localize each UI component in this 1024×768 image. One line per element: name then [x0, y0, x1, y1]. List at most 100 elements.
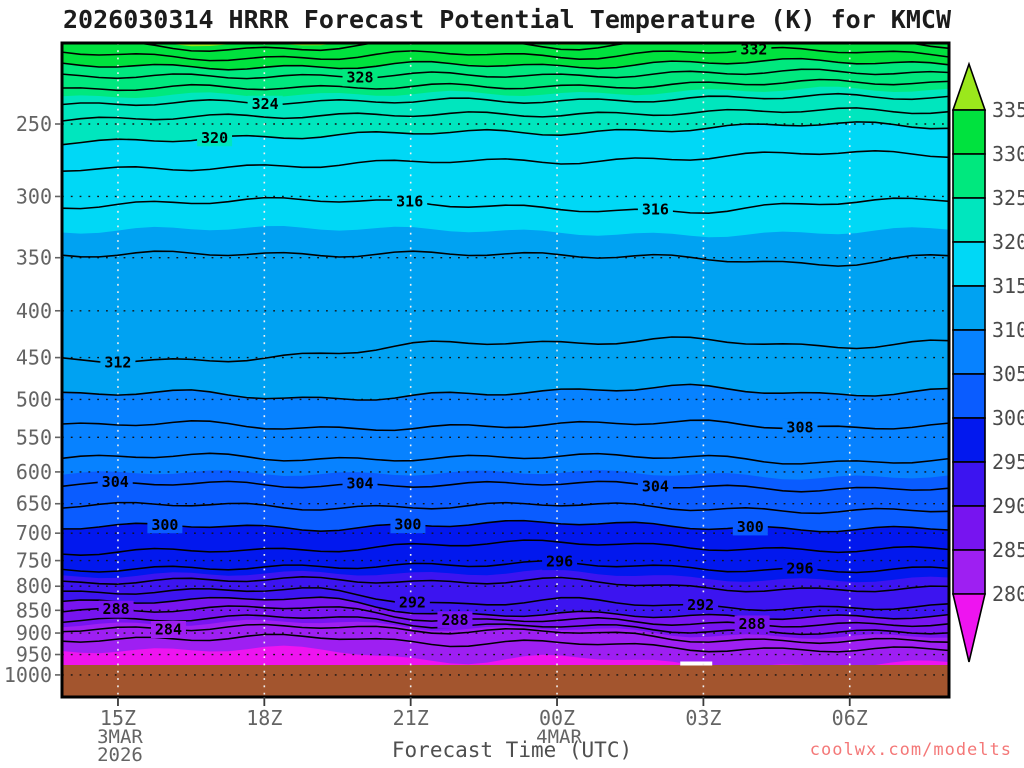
colorbar-cell-290-295: [952, 461, 986, 507]
contour-label-328: 328: [346, 69, 373, 87]
contour-label-296: 296: [786, 560, 813, 578]
y-tick-label-250: 250: [16, 112, 52, 136]
contour-line-304: [62, 480, 949, 493]
y-tick-label-450: 450: [16, 346, 52, 370]
plot-border: [60, 41, 951, 699]
contour-line-284: [62, 623, 949, 645]
contour-label-bg-288: [734, 615, 770, 633]
contour-label-292: 292: [687, 596, 714, 614]
y-tick-label-850: 850: [16, 598, 52, 622]
chart-title: 2026030314 HRRR Forecast Potential Tempe…: [62, 5, 952, 34]
contour-label-bg-304: [637, 477, 673, 495]
contour-line-326: [62, 78, 949, 92]
contour-label-bg-300: [147, 516, 183, 534]
y-tick-label-350: 350: [16, 246, 52, 270]
x-date-label-2026: 2026: [97, 744, 143, 766]
contour-line-332: [62, 46, 949, 62]
contour-line-286: [62, 614, 949, 636]
contour-label-316: 316: [396, 192, 423, 210]
contour-label-bg-312: [100, 353, 136, 371]
contour-line-314: [62, 250, 949, 267]
contour-label-bg-328: [342, 69, 378, 87]
contour-line-318: [62, 150, 949, 172]
contour-label-300: 300: [737, 518, 764, 536]
contour-line-322: [62, 107, 949, 122]
contour-line-292: [62, 587, 949, 612]
y-tick-label-600: 600: [16, 460, 52, 484]
contour-label-288: 288: [103, 600, 130, 618]
y-tick-label-300: 300: [16, 184, 52, 208]
colorbar-cell-305-310: [952, 329, 986, 375]
contour-label-bg-308: [782, 418, 818, 436]
contour-label-bg-300: [732, 518, 768, 536]
x-tick-label-18Z: 18Z: [246, 706, 282, 730]
contour-label-320: 320: [201, 129, 228, 147]
colorbar-tick-label-320: 320: [992, 230, 1024, 254]
colorbar-tick-label-295: 295: [992, 450, 1024, 474]
colorbar-cell-300-305: [952, 373, 986, 419]
contour-line-316: [62, 196, 949, 214]
colorbar-cell-325-330: [952, 153, 986, 199]
x-tick-label-15Z: 15Z: [100, 706, 136, 730]
x-tick-label-00Z: 00Z: [539, 706, 575, 730]
contour-label-bg-292: [683, 596, 719, 614]
contour-line-294: [62, 576, 949, 593]
contour-label-bg-288: [98, 600, 134, 618]
watermark-text: coolwx.com/modelts: [809, 740, 1012, 760]
x-date-label-4MAR: 4MAR: [536, 726, 582, 748]
contour-label-bg-300: [390, 516, 426, 534]
colorbar: 335 330 325 320 315 310 305 300 295 290 285 280: [951, 61, 1024, 663]
contour-label-300: 300: [394, 516, 421, 534]
colorbar-tick-label-330: 330: [992, 142, 1024, 166]
contour-line-310: [62, 383, 949, 401]
colorbar-tick-label-315: 315: [992, 274, 1024, 298]
surface-white-gap: [680, 661, 713, 666]
y-tick-label-950: 950: [16, 643, 52, 667]
colorbar-arrow-above-335: [951, 61, 987, 111]
contour-line-330: [62, 57, 949, 71]
colorbar-cell-280-285: [952, 549, 986, 595]
y-tick-label-500: 500: [16, 387, 52, 411]
contour-label-bg-324: [247, 95, 283, 113]
y-tick-label-900: 900: [16, 621, 52, 645]
x-axis-title: Forecast Time (UTC): [391, 738, 633, 762]
contour-label-308: 308: [786, 418, 813, 436]
colorbar-tick-label-290: 290: [992, 494, 1024, 518]
contour-line-300: [62, 519, 949, 533]
colorbar-tick-label-335: 335: [992, 98, 1024, 122]
contour-line-302: [62, 501, 949, 515]
y-tick-label-1000: 1000: [4, 663, 52, 687]
ground-terrain-bar: [62, 665, 949, 697]
contour-label-bg-304: [97, 473, 133, 491]
contour-label-288: 288: [441, 611, 468, 629]
contour-label-bg-284: [150, 621, 186, 639]
contour-label-bg-292: [394, 594, 430, 612]
colorbar-cell-320-325: [952, 197, 986, 243]
colorbar-tick-label-305: 305: [992, 362, 1024, 386]
contour-label-bg-332: [736, 43, 772, 58]
contour-line-306: [62, 452, 949, 465]
contour-label-312: 312: [104, 353, 131, 371]
colorbar-tick-label-280: 280: [992, 582, 1024, 606]
contour-label-bg-296: [542, 553, 578, 571]
contour-label-300: 300: [151, 516, 178, 534]
fill-bands: [62, 43, 949, 697]
y-tick-label-550: 550: [16, 425, 52, 449]
contour-label-324: 324: [252, 95, 279, 113]
contour-label-304: 304: [346, 475, 373, 493]
y-tick-label-800: 800: [16, 574, 52, 598]
colorbar-cell-295-300: [952, 417, 986, 463]
y-tick-label-750: 750: [16, 549, 52, 573]
contour-label-bg-316: [392, 192, 428, 210]
contour-labels: 332 328 324 320 316 316 312 308 304 304 304 300 300 3…: [97, 43, 818, 639]
contour-label-bg-288: [437, 611, 473, 629]
y-tick-label-700: 700: [16, 521, 52, 545]
contour-line-334: [128, 43, 949, 52]
contour-label-296: 296: [546, 553, 573, 571]
contour-line-298: [62, 539, 949, 556]
contour-line-290: [62, 596, 949, 621]
y-tick-label-400: 400: [16, 299, 52, 323]
